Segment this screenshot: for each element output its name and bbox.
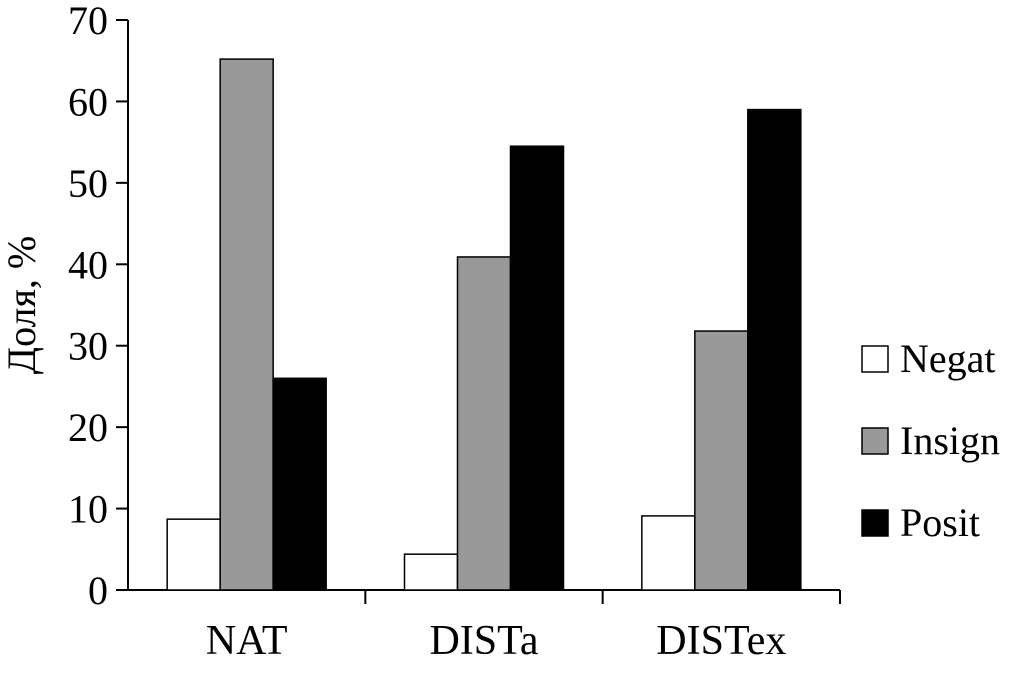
y-tick-label: 40 [68,242,108,287]
legend-swatch-insign [861,427,889,455]
bar-insign-nat [219,58,274,591]
y-tick-label: 20 [68,405,108,450]
bar-posit-nat [272,377,327,591]
y-tick-label: 0 [88,568,108,613]
bar-negat-dista [403,553,459,591]
bar-posit-dista [509,145,565,591]
legend-swatch-posit [861,509,889,537]
x-category-label: NAT [206,618,288,664]
category-labels: NAT DISTa DISTex [206,618,787,664]
y-tick-label: 70 [68,0,108,43]
legend-swatch-negat [861,345,889,373]
y-tick-label: 30 [68,324,108,369]
legend-label-posit: Posit [900,500,980,545]
bar-insign-dista [456,256,512,591]
legend-label-negat: Negat [900,336,996,381]
y-tick-label: 10 [68,487,108,532]
bars [166,58,802,591]
bar-insign-distex [694,330,749,591]
y-tick-label: 50 [68,161,108,206]
x-category-label: DISTa [429,618,538,664]
legend: Negat Insign Posit [861,336,1000,545]
y-tick-label: 60 [68,79,108,124]
legend-label-insign: Insign [900,418,1000,463]
x-category-label: DISTex [656,618,786,664]
bar-negat-distex [641,515,696,591]
y-tick-labels: 0 10 20 30 40 50 60 70 [68,0,108,613]
bar-posit-distex [747,108,802,591]
bar-negat-nat [166,518,221,591]
y-axis-title: Доля, % [0,236,44,374]
